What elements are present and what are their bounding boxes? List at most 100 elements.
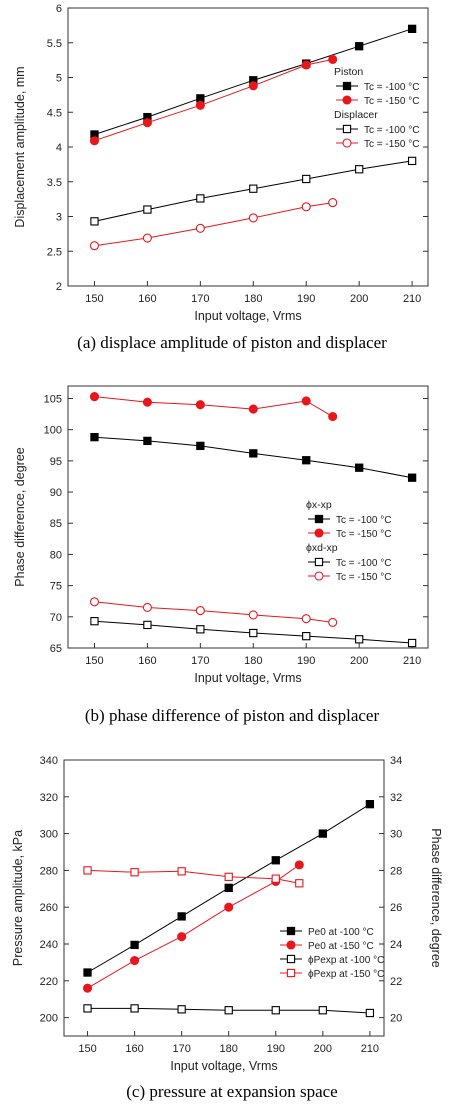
data-point-s1-4 — [301, 60, 311, 70]
data-point-s1-1 — [130, 956, 140, 966]
data-point-s1-5 — [294, 860, 304, 870]
x-tick-label: 180 — [244, 293, 262, 305]
y-tick-label: 6 — [56, 3, 62, 15]
legend: ϕx-xp Tc = -100 °C Tc = -150 °C ϕxd-xp Tc = … — [306, 499, 391, 583]
chart-b: 150 160 170 180 190 200 210 65 70 75 80 85 90 95 100 10… — [13, 385, 429, 685]
legend-label: Pe0 at -150 °C — [308, 941, 374, 952]
x-tick-label: 210 — [403, 655, 421, 667]
series-line-1 — [87, 864, 300, 989]
data-point-s0-0 — [83, 968, 92, 977]
y-axis-label: Pressure amplitude, kPa — [11, 830, 25, 966]
data-point-s3-0 — [83, 866, 92, 875]
data-point-s0-3 — [224, 883, 233, 893]
data-point-s2-1 — [143, 205, 152, 214]
y-tick-label: 75 — [50, 581, 62, 593]
x-tick-label: 190 — [267, 1043, 285, 1055]
x-tick-label: 200 — [314, 1043, 332, 1055]
data-point-s3-3 — [224, 872, 233, 881]
data-point-s2-2 — [196, 625, 205, 634]
x-tick-label: 160 — [138, 293, 156, 305]
y-tick-label: 3.5 — [47, 177, 62, 189]
legend-marker — [342, 95, 352, 105]
x-tick-label: 190 — [297, 293, 315, 305]
y-tick-label: 100 — [44, 425, 62, 437]
data-point-s2-4 — [302, 174, 311, 184]
legend: Pe0 at -100 °C Pe0 at -150 °C ϕPexp at -10… — [280, 926, 384, 980]
data-point-s2-6 — [407, 156, 417, 166]
x-axis-label: Input voltage, Vrms — [194, 309, 301, 323]
y-tick-label: 5 — [56, 73, 62, 85]
data-point-s2-4 — [271, 1006, 280, 1015]
data-point-s2-3 — [224, 1006, 233, 1015]
x-tick-label: 190 — [297, 655, 315, 667]
plot-frame — [63, 759, 385, 1037]
legend-marker — [314, 571, 324, 581]
y-tick-label: 70 — [50, 612, 62, 624]
y-tick-label: 2.5 — [47, 246, 62, 258]
y-tick-label: 5.5 — [47, 38, 62, 50]
data-point-s0-2 — [177, 912, 186, 921]
legend-marker — [342, 81, 352, 91]
data-point-s1-2 — [195, 400, 205, 410]
y-tick-label: 4.5 — [47, 107, 62, 119]
chart-panel-c: 150 160 170 180 190 200 210 200 220 240 260 280 300 3… — [0, 744, 464, 1116]
plot-frame — [67, 385, 429, 649]
y-tick-label: 280 — [40, 865, 58, 877]
data-point-s3-3 — [248, 213, 258, 223]
data-point-s2-1 — [130, 1004, 139, 1013]
chart-panel-b: 150 160 170 180 190 200 210 65 70 75 80 85 90 95 100 10… — [0, 372, 464, 744]
x-tick-label: 200 — [350, 655, 368, 667]
caption-b: (b) phase difference of piston and displ… — [84, 706, 380, 725]
data-point-s0-6 — [407, 473, 417, 482]
y2-tick-label: 32 — [390, 792, 402, 804]
data-point-s3-0 — [89, 241, 100, 251]
y-tick-label: 80 — [50, 549, 62, 561]
caption-a: (a) displace amplitude of piston and dis… — [77, 333, 387, 352]
data-point-s3-1 — [142, 602, 152, 613]
series-line-1 — [94, 58, 333, 142]
data-point-s1-1 — [142, 118, 152, 128]
legend-title: Piston — [334, 66, 363, 78]
y2-tick-label: 30 — [390, 829, 402, 841]
legend-title: Displacer — [334, 109, 378, 121]
x-tick-label: 150 — [85, 655, 103, 667]
data-point-s3-5 — [295, 879, 304, 888]
y-tick-label: 3 — [56, 212, 62, 224]
data-point-s0-3 — [249, 449, 258, 458]
legend-label: Tc = -100 °C — [336, 515, 391, 526]
x-tick-label: 170 — [191, 293, 209, 305]
y2-tick-label: 28 — [390, 865, 402, 877]
data-point-s3-4 — [301, 614, 311, 624]
x-tick-label: 180 — [220, 1043, 238, 1055]
data-point-s2-6 — [365, 1008, 375, 1018]
data-point-s0-5 — [355, 42, 364, 51]
y-tick-label: 340 — [40, 755, 58, 767]
data-point-s3-4 — [271, 874, 280, 883]
y-tick-label: 260 — [40, 902, 58, 914]
y-tick-label: 95 — [50, 456, 62, 468]
legend-label: Pe0 at -100 °C — [308, 927, 374, 938]
y2-tick-label: 24 — [390, 939, 402, 951]
data-point-s2-3 — [249, 628, 258, 638]
y2-tick-label: 22 — [390, 976, 402, 988]
x-tick-label: 160 — [125, 1043, 143, 1055]
data-point-s1-3 — [248, 81, 258, 91]
data-point-s2-5 — [355, 635, 364, 644]
data-point-s3-0 — [89, 597, 100, 607]
legend-marker — [314, 514, 324, 524]
legend-marker — [342, 124, 352, 134]
data-point-s1-0 — [89, 392, 100, 402]
y2-axis-label: Phase difference, degree — [429, 828, 443, 968]
legend-marker — [342, 138, 352, 148]
y2-tick-label: 26 — [390, 902, 402, 914]
y-tick-label: 200 — [40, 1013, 58, 1025]
legend-label: Tc = -100 °C — [336, 558, 391, 569]
legend-label: Tc = -100 °C — [364, 82, 419, 93]
data-point-s2-2 — [177, 1005, 186, 1014]
data-point-s2-4 — [302, 631, 311, 641]
x-axis-label: Input voltage, Vrms — [170, 1059, 277, 1073]
data-point-s2-5 — [355, 165, 364, 174]
chart-c: 150 160 170 180 190 200 210 200 220 240 260 280 300 3… — [11, 755, 443, 1073]
data-point-s1-5 — [328, 412, 338, 422]
